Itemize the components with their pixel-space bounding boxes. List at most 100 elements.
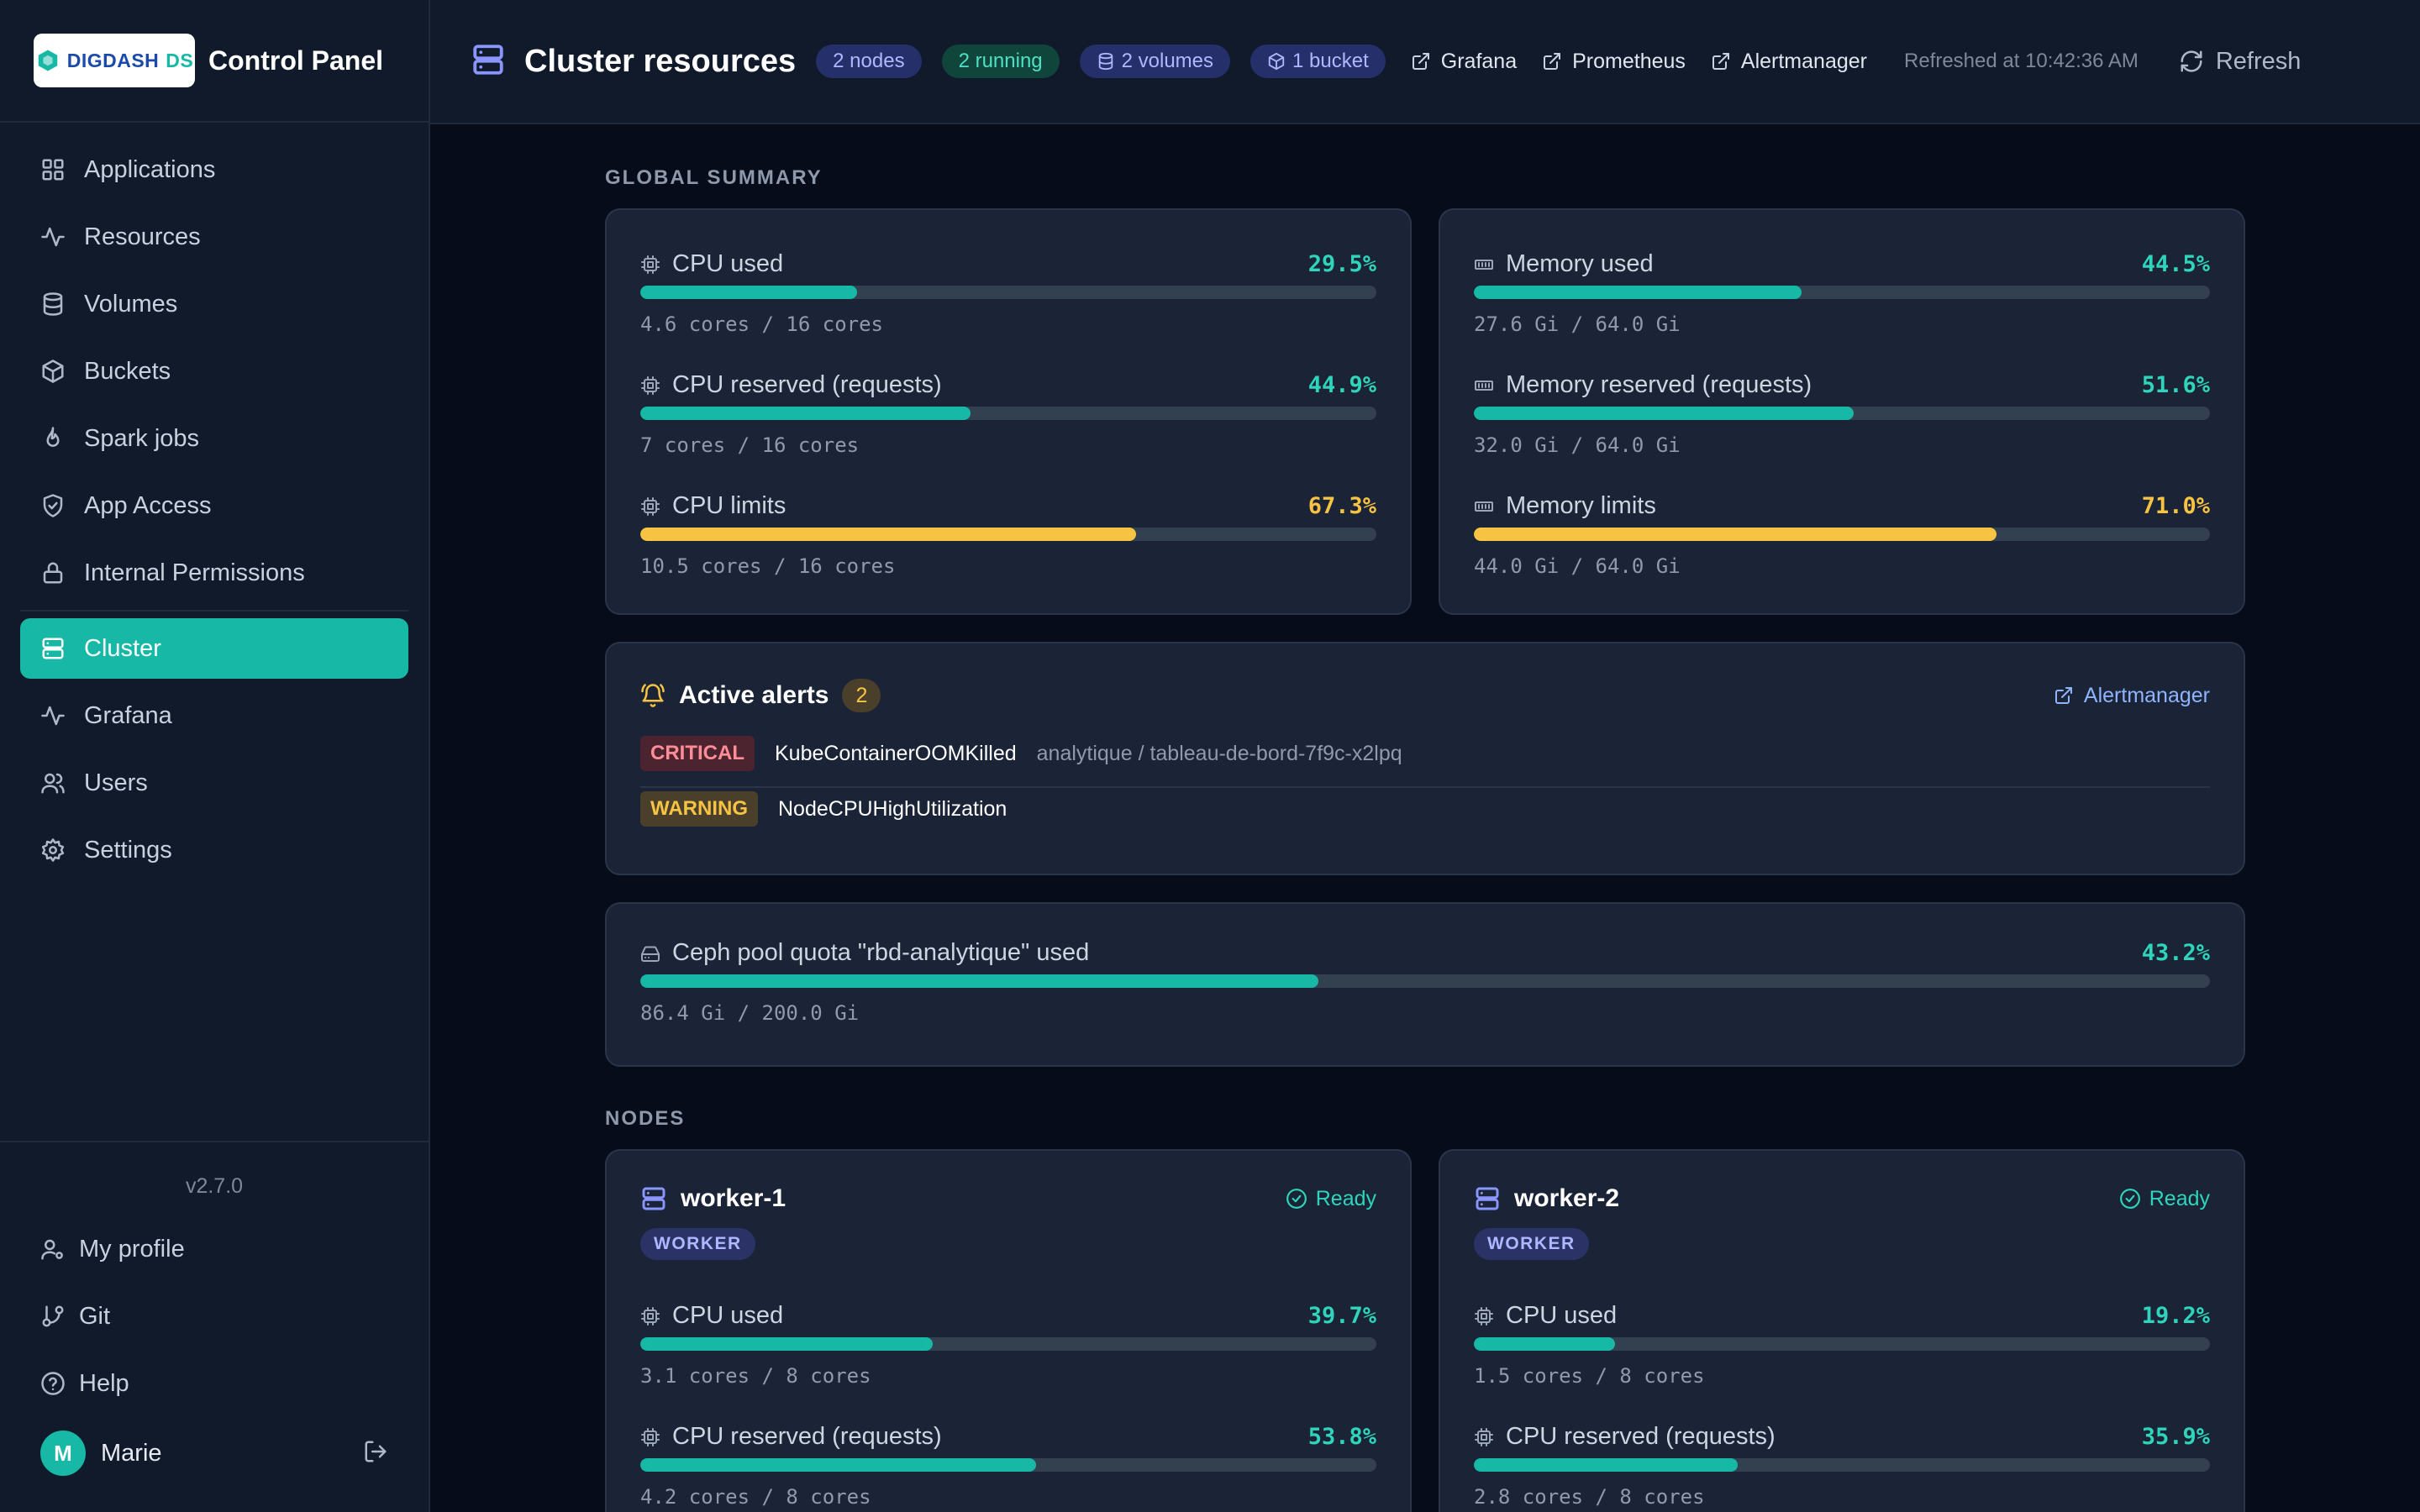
progress-bar	[640, 1458, 1376, 1472]
cpu-icon	[641, 1306, 660, 1326]
node-card-worker-2[interactable]: worker-2 Ready WORKER CPU used 19.2% 1.5…	[1439, 1149, 2245, 1512]
nodes-count-badge: 2 nodes	[816, 45, 922, 78]
flame-icon	[46, 427, 60, 447]
logo-cube-icon	[38, 50, 57, 71]
node-metrics: CPU used 39.7% 3.1 cores / 8 cores CPU r…	[607, 1268, 1410, 1510]
refresh-button[interactable]: Refresh	[2179, 47, 2302, 76]
sidebar-item-label: Buckets	[84, 357, 171, 385]
sidebar-item-label: Resources	[84, 223, 201, 250]
users-icon	[41, 773, 65, 794]
grafana-link[interactable]: Grafana	[1411, 50, 1517, 74]
metric-node-cpu-used: CPU used 19.2% 1.5 cores / 8 cores	[1440, 1268, 2244, 1389]
progress-bar	[1474, 407, 2210, 420]
node-status: Ready	[2119, 1187, 2210, 1211]
metric-label: Ceph pool quota "rbd-analytique" used	[672, 939, 1090, 966]
app-version: v2.7.0	[185, 1174, 244, 1198]
metric-label: CPU reserved (requests)	[672, 1423, 942, 1450]
alert-row[interactable]: WARNING NodeCPUHighUtilization	[640, 790, 2210, 828]
sidebar-item-resources[interactable]: Resources	[20, 207, 408, 267]
sidebar-item-label: Cluster	[84, 634, 161, 662]
metric-percent: 35.9%	[2141, 1424, 2210, 1450]
sidebar-item-applications[interactable]: Applications	[20, 139, 408, 200]
node-name: worker-2	[1514, 1184, 1620, 1212]
metric-label: CPU reserved (requests)	[672, 371, 942, 398]
sidebar-item-label: Users	[84, 769, 148, 796]
progress-bar	[1474, 528, 2210, 541]
sidebar-item-label: Spark jobs	[84, 424, 200, 452]
sidebar-item-label: Internal Permissions	[84, 559, 305, 586]
metric-percent: 39.7%	[1307, 1303, 1376, 1329]
sidebar-item-cluster[interactable]: Cluster	[20, 618, 408, 679]
metric-percent: 67.3%	[1307, 493, 1376, 519]
progress-fill	[640, 974, 1318, 988]
sidebar-item-spark-jobs[interactable]: Spark jobs	[20, 408, 408, 469]
external-link-icon	[1412, 53, 1429, 70]
sidebar-item-label: Grafana	[84, 701, 172, 729]
help-circle-icon	[41, 1372, 65, 1395]
progress-bar	[640, 974, 2210, 988]
progress-bar	[1474, 1458, 2210, 1472]
hard-drive-icon	[641, 946, 660, 962]
sidebar-item-internal-permissions[interactable]: Internal Permissions	[20, 543, 408, 603]
grid-icon	[42, 159, 64, 181]
refresh-icon	[2181, 50, 2202, 72]
logout-button[interactable]	[363, 1439, 388, 1468]
metric-percent: 53.8%	[1307, 1424, 1376, 1450]
progress-fill	[1474, 1337, 1616, 1351]
sidebar-item-settings[interactable]: Settings	[20, 820, 408, 880]
sidebar-item-label: Volumes	[84, 290, 178, 318]
bell-ring-icon	[641, 684, 665, 707]
alerts-count-badge: 2	[842, 679, 881, 712]
prometheus-link[interactable]: Prometheus	[1542, 50, 1686, 74]
cluster-header	[471, 42, 506, 81]
progress-fill	[640, 1337, 933, 1351]
sidebar-item-buckets[interactable]: Buckets	[20, 341, 408, 402]
my-profile-link[interactable]: My profile	[0, 1215, 429, 1283]
progress-fill	[1474, 407, 1854, 420]
progress-fill	[640, 1458, 1037, 1472]
sidebar-item-grafana[interactable]: Grafana	[20, 685, 408, 746]
cpu-icon	[641, 496, 660, 516]
metric-cpu-reserved: CPU reserved (requests) 44.9% 7 cores / …	[607, 338, 1410, 459]
nodes-heading: NODES	[605, 1107, 686, 1130]
metric-memory-limits: Memory limits 71.0% 44.0 Gi / 64.0 Gi	[1440, 459, 2244, 580]
sidebar-item-volumes[interactable]: Volumes	[20, 274, 408, 334]
user-name: Marie	[101, 1439, 162, 1467]
metric-detail: 44.0 Gi / 64.0 Gi	[1474, 554, 1681, 578]
nodes-grid: worker-1 Ready WORKER CPU used 39.7% 3.1…	[605, 1149, 2245, 1512]
sidebar-item-app-access[interactable]: App Access	[20, 475, 408, 536]
progress-fill	[1474, 528, 1996, 541]
progress-bar	[640, 1337, 1376, 1351]
external-link-icon	[2054, 687, 2072, 704]
metric-detail: 2.8 cores / 8 cores	[1474, 1485, 1705, 1509]
avatar[interactable]: M	[40, 1431, 86, 1476]
metric-node-cpu-used: CPU used 39.7% 3.1 cores / 8 cores	[607, 1268, 1410, 1389]
refresh-label: Refresh	[2215, 47, 2302, 75]
logo[interactable]: DIGDASH DS	[34, 34, 195, 87]
help-link[interactable]: Help	[0, 1350, 429, 1417]
metric-percent: 51.6%	[2141, 372, 2210, 398]
progress-bar	[640, 528, 1376, 541]
bucket-count-label: 1 bucket	[1292, 50, 1369, 72]
alertmanager-card-link[interactable]: Alertmanager	[2054, 684, 2210, 708]
alertmanager-link[interactable]: Alertmanager	[1711, 50, 1867, 74]
metric-memory-reserved: Memory reserved (requests) 51.6% 32.0 Gi…	[1440, 338, 2244, 459]
ceph-quota-card: Ceph pool quota "rbd-analytique" used 43…	[605, 902, 2245, 1067]
metric-label: Memory reserved (requests)	[1506, 371, 1812, 398]
page-title: Cluster resources	[524, 43, 797, 79]
alertmanager-link-label: Alertmanager	[1740, 49, 1867, 73]
metric-percent: 44.9%	[1307, 372, 1376, 398]
top-header: Cluster resources 2 nodes 2 running 2 vo…	[430, 0, 2420, 124]
alert-row[interactable]: CRITICAL KubeContainerOOMKilled analytiq…	[640, 734, 2210, 773]
metric-detail: 4.6 cores / 16 cores	[640, 312, 883, 336]
sidebar-item-users[interactable]: Users	[20, 753, 408, 813]
metric-label: CPU used	[1506, 1302, 1618, 1329]
logo-text-suffix: DS	[166, 49, 194, 71]
grafana-link-label: Grafana	[1440, 49, 1518, 73]
node-card-worker-1[interactable]: worker-1 Ready WORKER CPU used 39.7% 3.1…	[605, 1149, 1412, 1512]
progress-fill	[1474, 1458, 1739, 1472]
git-branch-icon	[42, 1305, 64, 1327]
app-title: Control Panel	[208, 45, 384, 76]
sidebar-item-label: Applications	[84, 155, 216, 183]
git-link[interactable]: Git	[0, 1283, 429, 1350]
